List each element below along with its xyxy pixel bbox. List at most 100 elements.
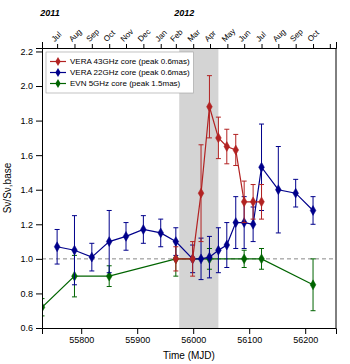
y-axis: 0.60.81.01.21.41.61.82.02.2	[20, 47, 42, 334]
point	[198, 254, 204, 264]
error-bar	[107, 210, 112, 272]
series-line	[57, 167, 313, 259]
point	[250, 197, 256, 207]
point	[158, 228, 164, 238]
tick: Jan	[153, 28, 168, 48]
tick-mark	[193, 328, 194, 334]
point	[310, 206, 316, 216]
tick-label: 56100	[237, 335, 262, 345]
error-bar	[293, 179, 298, 207]
point	[259, 197, 265, 207]
tick-label: 0.8	[20, 289, 33, 299]
point	[72, 245, 78, 255]
tick-label: Jul	[50, 30, 64, 44]
tick-label: Mar	[186, 27, 202, 43]
tick: Sep	[288, 27, 305, 48]
tick: Jul	[254, 30, 268, 48]
point	[241, 197, 247, 207]
tick: Aug	[271, 27, 287, 48]
tick: Apr	[203, 28, 218, 48]
series-line	[42, 259, 313, 307]
point	[216, 245, 222, 255]
tick-mark	[57, 44, 58, 48]
tick-mark	[36, 190, 42, 191]
legend-label: VERA 22GHz core (peak 0.6mas)	[70, 68, 190, 77]
legend-swatch-marker	[55, 79, 60, 88]
tick-mark	[36, 155, 42, 156]
point	[173, 254, 179, 264]
tick: 2.2	[20, 47, 42, 57]
error-bar	[216, 228, 221, 273]
tick-mark	[296, 44, 297, 48]
axis-line	[36, 49, 43, 329]
error-bar	[89, 243, 94, 271]
tick: Aug	[67, 27, 83, 48]
tick-mark	[305, 328, 306, 334]
tick-mark	[81, 328, 82, 334]
error-bar	[158, 219, 163, 247]
point	[233, 218, 239, 228]
tick-mark	[36, 259, 42, 260]
error-bar	[224, 223, 229, 268]
annotation: 2011	[39, 8, 59, 18]
legend-item: VERA 43GHz core (peak 0.6mas)	[50, 57, 190, 66]
tick-label: May	[220, 27, 237, 44]
tick-mark	[262, 44, 263, 48]
tick-label: 1.0	[20, 254, 33, 264]
plot-area	[42, 48, 336, 328]
tick-label: 1.2	[20, 220, 33, 230]
tick-label: Dec	[136, 27, 152, 43]
legend-label: VERA 43GHz core (peak 0.6mas)	[70, 57, 190, 66]
tick-mark	[109, 44, 110, 48]
tick-label: Nov	[119, 27, 135, 43]
point	[310, 280, 316, 290]
error-bar	[311, 259, 316, 311]
error-bar	[276, 147, 281, 233]
point	[224, 240, 230, 250]
point	[173, 237, 179, 247]
point	[54, 242, 60, 252]
point	[190, 254, 196, 264]
tick: 0.6	[20, 323, 42, 333]
y-axis-title: Sν/Sν,base	[2, 162, 13, 213]
tick-label: Aug	[67, 27, 83, 43]
tick-label: Jan	[153, 28, 168, 43]
point	[259, 162, 265, 172]
error-bar	[124, 223, 129, 251]
tick-label: 2.0	[20, 81, 33, 91]
error-bar	[199, 238, 204, 279]
error-bar	[199, 145, 204, 242]
error-bar	[55, 229, 60, 264]
tick: 56200	[293, 328, 318, 345]
tick: Jun	[237, 28, 252, 48]
tick-label: 56200	[293, 335, 318, 345]
tick: Jul	[50, 30, 64, 48]
error-bar	[251, 185, 256, 220]
chart: 55800559005600056100562000.60.81.01.21.4…	[0, 0, 350, 364]
tick-label: Oct	[306, 28, 322, 44]
error-bar	[173, 247, 178, 271]
tick: Oct	[102, 28, 118, 48]
legend-item: VERA 22GHz core (peak 0.6mas)	[50, 68, 190, 77]
x-axis: 5580055900560005610056200	[43, 328, 337, 345]
tick: Feb	[169, 27, 186, 48]
tick-label: Oct	[102, 28, 118, 44]
tick-mark	[143, 44, 144, 48]
error-bar	[190, 242, 195, 277]
error-bar	[173, 242, 178, 277]
error-bar	[216, 117, 221, 158]
point	[275, 185, 281, 195]
error-bar	[141, 216, 146, 244]
tick-label: 55900	[125, 335, 150, 345]
legend-swatch-marker	[55, 57, 60, 66]
error-bar	[259, 124, 264, 210]
tick: 1.0	[20, 254, 42, 264]
tick-mark	[227, 44, 228, 48]
tick: May	[220, 27, 237, 48]
tick: Sep	[85, 27, 102, 48]
legend-item: EVN 5GHz core (peak 1.5mas)	[50, 79, 181, 88]
tick-mark	[36, 121, 42, 122]
tick-label: 55800	[69, 335, 94, 345]
tick: Nov	[119, 27, 135, 48]
tick-label: 1.6	[20, 151, 33, 161]
